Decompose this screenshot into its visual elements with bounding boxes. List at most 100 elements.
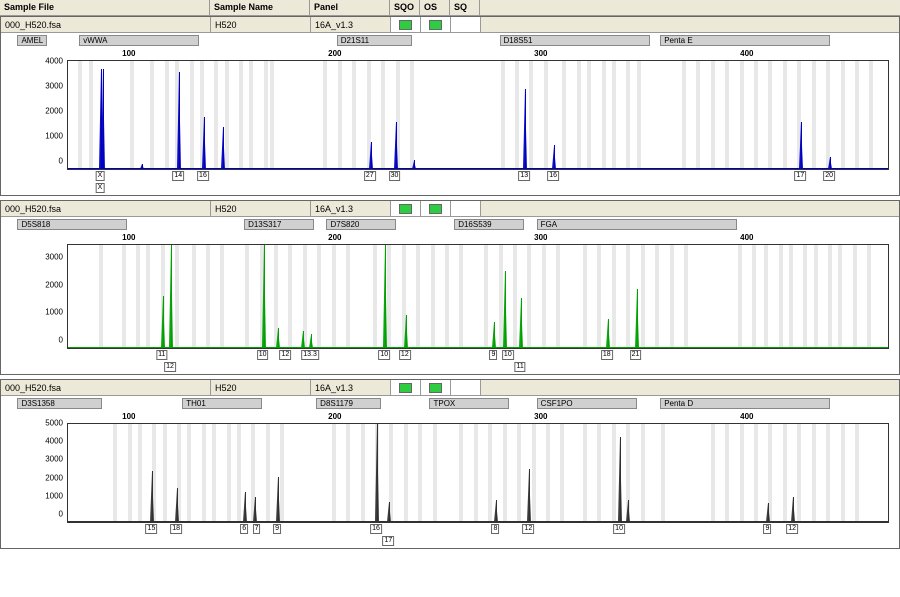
- allele-call[interactable]: 18: [170, 524, 182, 534]
- y-axis: 0100020003000: [27, 244, 65, 349]
- allele-call[interactable]: 20: [823, 171, 835, 181]
- marker-label[interactable]: D21S11: [337, 35, 412, 46]
- y-axis: 010002000300040005000: [27, 423, 65, 523]
- col-sqo: SQO: [390, 0, 420, 15]
- bin-stripe: [128, 424, 132, 522]
- y-tick-label: 3000: [45, 82, 63, 91]
- allele-call[interactable]: 8: [492, 524, 500, 534]
- allele-call[interactable]: 16: [197, 171, 209, 181]
- allele-call[interactable]: X: [96, 183, 105, 193]
- allele-call[interactable]: 10: [378, 350, 390, 360]
- allele-call[interactable]: 14: [172, 171, 184, 181]
- bin-stripe: [484, 245, 488, 348]
- marker-label[interactable]: D5S818: [17, 219, 127, 230]
- bin-stripe: [711, 61, 715, 169]
- marker-label[interactable]: TH01: [182, 398, 262, 409]
- bin-stripe: [227, 424, 231, 522]
- column-header-row: Sample File Sample Name Panel SQO OS SQ: [0, 0, 900, 16]
- panel-info-row: 000_H520.fsaH52016A_v1.3: [1, 17, 899, 33]
- chart-container: 0100020003000400050001518679168121091217: [67, 423, 889, 548]
- marker-label[interactable]: vWWA: [79, 35, 199, 46]
- y-tick-label: 1000: [45, 308, 63, 317]
- allele-call[interactable]: 9: [489, 350, 497, 360]
- y-tick-label: 0: [59, 510, 63, 519]
- marker-label[interactable]: D16S539: [454, 219, 524, 230]
- allele-call[interactable]: 11: [515, 362, 526, 372]
- marker-label[interactable]: TPOX: [429, 398, 509, 409]
- bin-stripe: [136, 245, 140, 348]
- allele-call[interactable]: 30: [389, 171, 401, 181]
- allele-call[interactable]: 18: [601, 350, 613, 360]
- bin-stripe: [503, 424, 507, 522]
- allele-call[interactable]: 12: [523, 524, 535, 534]
- bin-stripe: [612, 61, 616, 169]
- allele-call[interactable]: 10: [613, 524, 625, 534]
- allele-call[interactable]: 17: [382, 536, 394, 546]
- allele-call[interactable]: X: [96, 171, 105, 181]
- x-tick-label: 200: [328, 49, 341, 58]
- marker-label[interactable]: D13S317: [244, 219, 314, 230]
- allele-call[interactable]: 11: [156, 350, 167, 360]
- electropherogram-plot[interactable]: [67, 244, 889, 349]
- peak-stem: [377, 424, 378, 522]
- sq-indicator: [451, 17, 481, 32]
- bin-stripe: [190, 61, 194, 169]
- allele-call[interactable]: 16: [370, 524, 382, 534]
- bin-stripe: [602, 61, 606, 169]
- quality-indicator-icon: [429, 383, 442, 393]
- allele-call[interactable]: 12: [399, 350, 411, 360]
- allele-call[interactable]: 12: [164, 362, 176, 372]
- y-tick-label: 3000: [45, 253, 63, 262]
- marker-label[interactable]: Penta E: [660, 35, 830, 46]
- bin-stripe: [587, 61, 591, 169]
- chart-container: 01000200030004000X1416273013161720X: [67, 60, 889, 195]
- allele-row: 12 11: [67, 362, 889, 374]
- x-tick-label: 400: [740, 412, 753, 421]
- marker-label[interactable]: D8S1179: [316, 398, 381, 409]
- baseline: [68, 521, 888, 522]
- bin-stripe: [855, 424, 859, 522]
- allele-call[interactable]: 21: [630, 350, 642, 360]
- marker-label[interactable]: Penta D: [660, 398, 830, 409]
- allele-call[interactable]: 15: [146, 524, 158, 534]
- allele-call[interactable]: 12: [279, 350, 291, 360]
- allele-call[interactable]: 12: [786, 524, 798, 534]
- peak-stem: [171, 244, 172, 348]
- bin-stripe: [577, 61, 581, 169]
- marker-label[interactable]: AMEL: [17, 35, 47, 46]
- marker-label[interactable]: D7S820: [326, 219, 396, 230]
- peak-stem: [371, 142, 372, 170]
- bin-stripe: [270, 61, 274, 169]
- y-tick-label: 3000: [45, 455, 63, 464]
- x-tick-label: 100: [122, 49, 135, 58]
- panel: 000_H520.fsaH52016A_v1.3D3S1358TH01D8S11…: [0, 379, 900, 549]
- marker-label[interactable]: CSF1PO: [537, 398, 637, 409]
- quality-indicator-icon: [429, 20, 442, 30]
- allele-call[interactable]: 13: [518, 171, 530, 181]
- electropherogram-plot[interactable]: [67, 60, 889, 170]
- allele-call[interactable]: 7: [253, 524, 261, 534]
- allele-call[interactable]: 27: [364, 171, 376, 181]
- quality-indicator-icon: [399, 20, 412, 30]
- allele-call[interactable]: 16: [547, 171, 559, 181]
- allele-call[interactable]: 9: [763, 524, 771, 534]
- marker-label[interactable]: D3S1358: [17, 398, 102, 409]
- allele-call[interactable]: 10: [257, 350, 269, 360]
- x-tick-label: 300: [534, 412, 547, 421]
- bin-stripe: [583, 245, 587, 348]
- allele-call[interactable]: 13.3: [301, 350, 319, 360]
- peak-stem: [496, 500, 497, 522]
- panel: 000_H520.fsaH52016A_v1.3D5S818D13S317D7S…: [0, 200, 900, 375]
- y-tick-label: 2000: [45, 107, 63, 116]
- marker-label[interactable]: D18S51: [500, 35, 650, 46]
- allele-call[interactable]: 9: [273, 524, 281, 534]
- col-sample-name: Sample Name: [210, 0, 310, 15]
- allele-call[interactable]: 17: [794, 171, 806, 181]
- electropherogram-plot[interactable]: [67, 423, 889, 523]
- bin-stripe: [828, 245, 832, 348]
- allele-call[interactable]: 6: [240, 524, 248, 534]
- allele-call[interactable]: 10: [502, 350, 514, 360]
- marker-label[interactable]: FGA: [537, 219, 737, 230]
- x-tick-label: 100: [122, 233, 135, 242]
- col-os: OS: [420, 0, 450, 15]
